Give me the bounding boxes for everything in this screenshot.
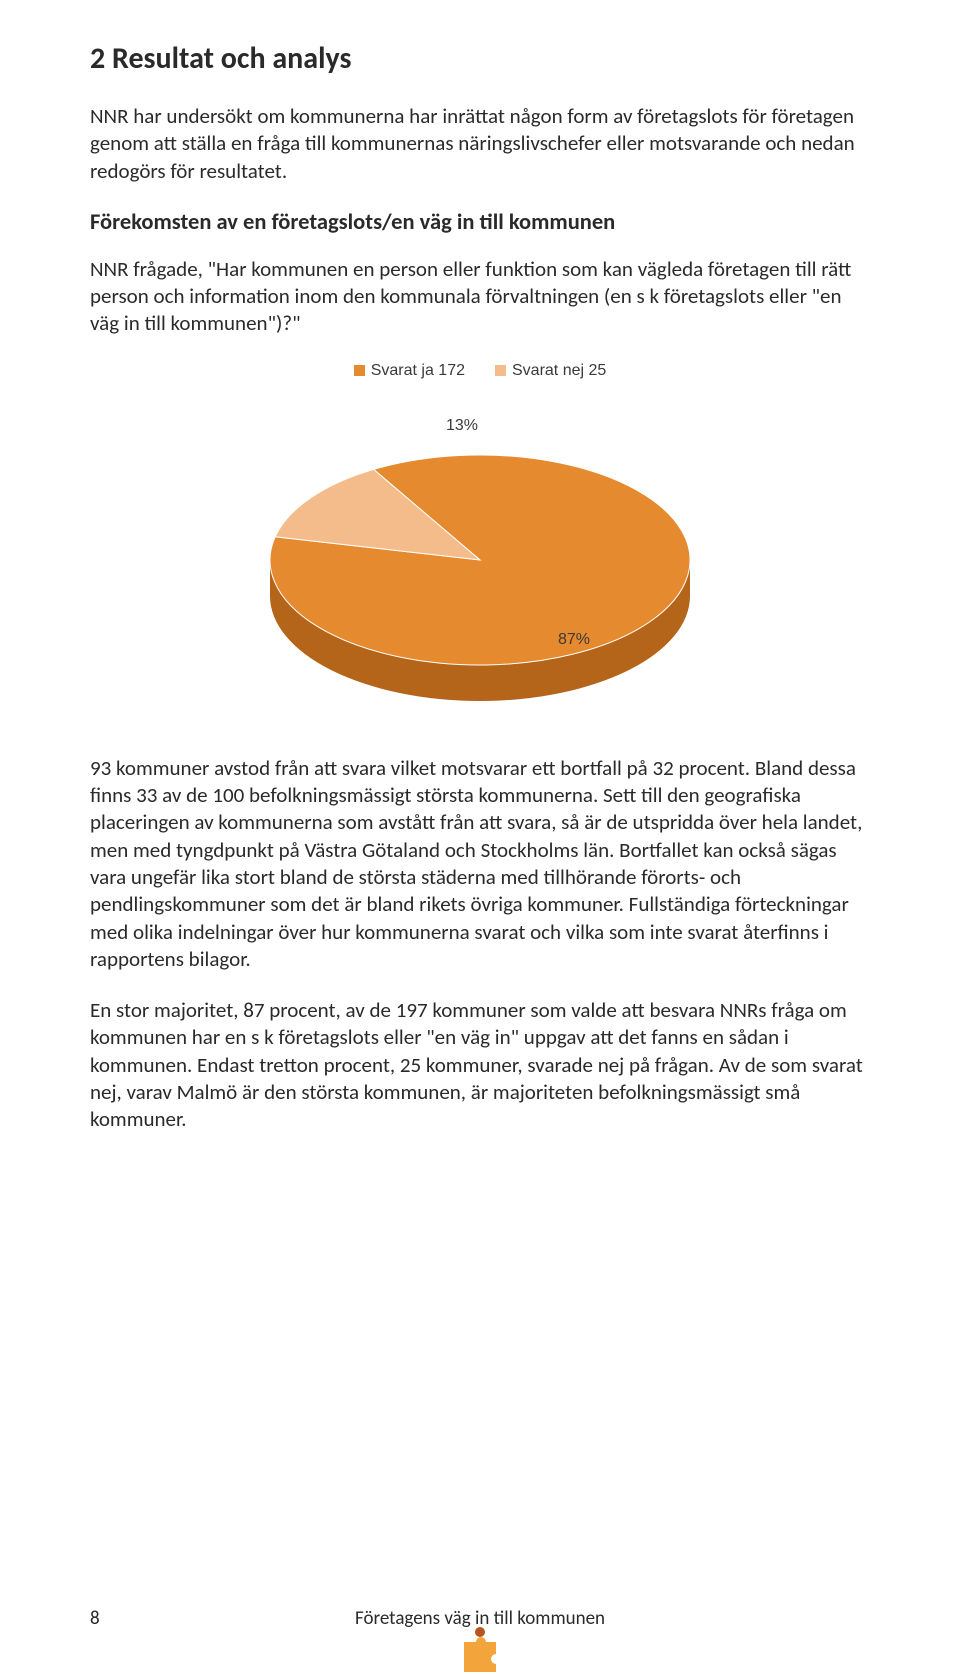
page-number: 8 — [90, 1607, 100, 1630]
question-paragraph: NNR frågade, "Har kommunen en person ell… — [90, 256, 870, 338]
slice-label-minor: 13% — [446, 417, 478, 435]
subheading: Förekomsten av en företagslots/en väg in… — [90, 209, 870, 236]
legend-item: Svarat ja 172 — [354, 362, 465, 380]
intro-paragraph: NNR har undersökt om kommunerna har inrä… — [90, 103, 870, 185]
pie-area: 13% 87% — [220, 405, 740, 715]
chart-legend: Svarat ja 172 Svarat nej 25 — [354, 362, 607, 380]
legend-swatch-icon — [354, 365, 365, 376]
legend-label: Svarat nej 25 — [512, 362, 606, 380]
body-paragraph-2: En stor majoritet, 87 procent, av de 197… — [90, 997, 870, 1133]
slice-label-major: 87% — [558, 631, 590, 649]
pie-svg — [220, 405, 740, 715]
legend-item: Svarat nej 25 — [495, 362, 606, 380]
legend-swatch-icon — [495, 365, 506, 376]
pie-chart: Svarat ja 172 Svarat nej 25 13% 87% — [90, 362, 870, 715]
legend-label: Svarat ja 172 — [371, 362, 465, 380]
puzzle-person-icon — [456, 1622, 504, 1674]
section-title: 2 Resultat och analys — [90, 40, 870, 77]
body-paragraph-1: 93 kommuner avstod från att svara vilket… — [90, 755, 870, 973]
